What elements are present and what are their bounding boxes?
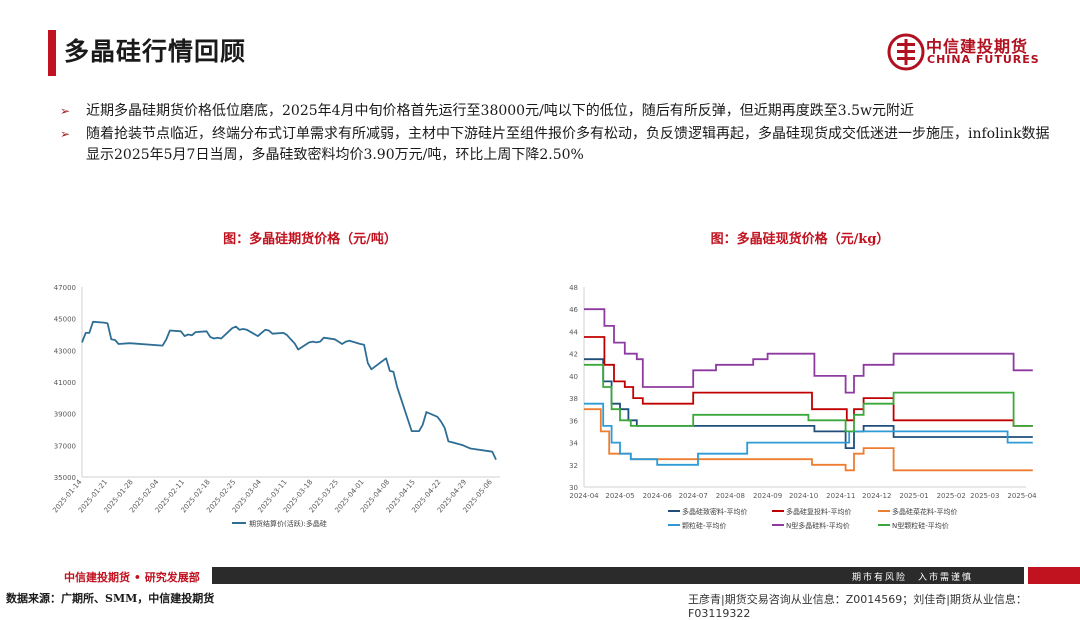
x-tick-label: 2024-05 xyxy=(605,492,634,500)
legend-label: N型颗粒硅-平均价 xyxy=(892,521,949,530)
y-tick-label: 34 xyxy=(569,440,578,448)
x-tick-label: 2024-09 xyxy=(753,492,782,500)
legend-label: 多晶硅菜花料-平均价 xyxy=(892,507,958,516)
x-tick-label: 2024-10 xyxy=(789,492,818,500)
logo-ring-icon xyxy=(887,33,925,71)
legend-label: N型多晶硅料-平均价 xyxy=(786,521,850,530)
futures-price-chart: 470004500043000410003900037000350002025-… xyxy=(51,284,500,528)
series-line-4 xyxy=(584,402,1033,466)
legend-label: 颗粒硅-平均价 xyxy=(682,521,727,530)
x-tick-label: 2024-08 xyxy=(716,492,745,500)
y-tick-label: 43000 xyxy=(54,347,76,355)
y-tick-label: 30 xyxy=(569,484,578,492)
bullet-list: ➢ 近期多晶硅期货价格低位磨底，2025年4月中旬价格首先运行至38000元/吨… xyxy=(60,101,1060,168)
series-line-3 xyxy=(584,408,1033,472)
arrow-bullet-icon: ➢ xyxy=(60,104,71,118)
futures-chart-title: 图：多晶硅期货价格（元/吨） xyxy=(223,232,397,247)
y-tick-label: 35000 xyxy=(54,474,76,482)
arrow-bullet-icon: ➢ xyxy=(60,127,71,141)
logo-chinese-name: 中信建投期货 xyxy=(926,37,1029,56)
title-accent-bar xyxy=(48,30,56,76)
y-tick-label: 38 xyxy=(569,395,578,403)
y-tick-label: 39000 xyxy=(54,411,76,419)
legend-label: 多晶硅致密料-平均价 xyxy=(682,507,748,516)
y-tick-label: 48 xyxy=(569,284,578,292)
legend-label: 多晶硅复投料-平均价 xyxy=(786,507,852,516)
x-tick-label: 2025-02 xyxy=(937,492,966,500)
footer-red-tab xyxy=(1028,567,1080,584)
bullet-text: 近期多晶硅期货价格低位磨底，2025年4月中旬价格首先运行至38000元/吨以下… xyxy=(86,103,915,119)
spot-chart-title: 图：多晶硅现货价格（元/kg） xyxy=(710,232,890,247)
y-tick-label: 47000 xyxy=(54,284,76,292)
footer-bar xyxy=(0,567,1024,584)
logo-english-name: CHINA FUTURES xyxy=(927,53,1040,66)
y-tick-label: 36 xyxy=(569,417,578,425)
x-tick-label: 2025-03 xyxy=(970,492,999,500)
y-tick-label: 45000 xyxy=(54,316,76,324)
footer-department-box xyxy=(0,567,212,584)
series-line-2 xyxy=(584,336,1033,427)
y-tick-label: 37000 xyxy=(54,442,76,450)
page-title: 多晶硅行情回顾 xyxy=(64,37,247,66)
x-tick-label: 2024-04 xyxy=(569,492,599,500)
footer-department: 中信建投期货 • 研究发展部 xyxy=(64,571,200,584)
data-source: 数据来源：广期所、SMM，中信建投期货 xyxy=(6,592,215,605)
y-tick-label: 42 xyxy=(569,351,578,359)
x-tick-label: 2025-01 xyxy=(899,492,928,500)
bullet-text: 随着抢装节点临近，终端分布式订单需求有所减弱，主材中下游硅片至组件报价多有松动，… xyxy=(86,126,1050,163)
x-tick-label: 2024-12 xyxy=(862,492,891,500)
y-tick-label: 32 xyxy=(569,462,578,470)
risk-notice: 期市有风险 入市需谨慎 xyxy=(852,573,974,583)
y-tick-label: 40 xyxy=(569,373,578,381)
series-line-6 xyxy=(584,363,1033,433)
analyst-info: 王彦青|期货交易咨询从业信息：Z0014569；刘佳奇|期货从业信息：F0311… xyxy=(688,593,1027,620)
series-line-futures-settlement xyxy=(81,320,497,460)
company-logo xyxy=(887,33,925,71)
bullet-item: ➢ 近期多晶硅期货价格低位磨底，2025年4月中旬价格首先运行至38000元/吨… xyxy=(60,101,1060,122)
y-tick-label: 41000 xyxy=(54,379,76,387)
x-tick-label: 2024-07 xyxy=(679,492,708,500)
bullet-item: ➢ 随着抢装节点临近，终端分布式订单需求有所减弱，主材中下游硅片至组件报价多有松… xyxy=(60,124,1060,166)
y-tick-label: 44 xyxy=(569,328,578,336)
x-tick-label: 2025-04 xyxy=(1007,492,1037,500)
series-line-5 xyxy=(584,308,1033,394)
legend-label: 期货结算价(活跃):多晶硅 xyxy=(249,519,327,528)
x-tick-label: 2024-11 xyxy=(826,492,855,500)
y-tick-label: 46 xyxy=(569,306,578,314)
x-tick-label: 2024-06 xyxy=(643,492,673,500)
